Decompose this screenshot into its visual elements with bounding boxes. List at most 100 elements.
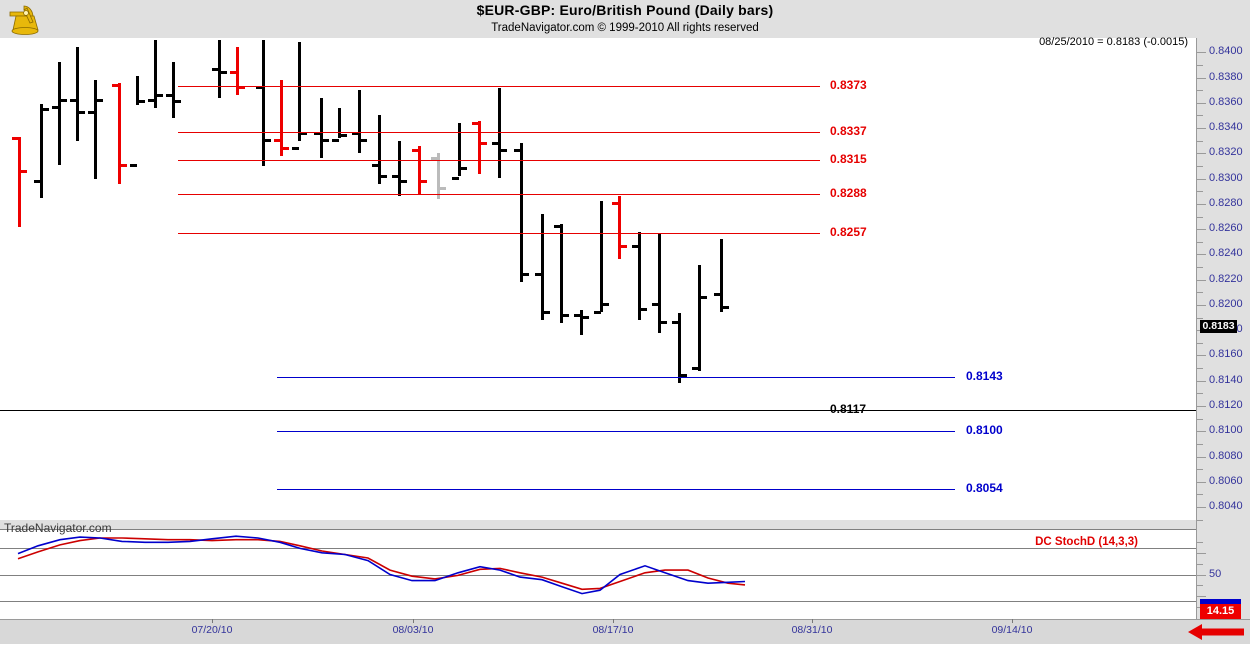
ohlc-open-tick bbox=[514, 149, 521, 153]
price-chart-panel[interactable] bbox=[0, 38, 1196, 521]
price-axis-label: 0.8320 bbox=[1209, 146, 1243, 159]
ohlc-close-tick bbox=[156, 93, 163, 97]
level-line bbox=[0, 409, 1196, 411]
ohlc-close-tick bbox=[522, 273, 529, 277]
ohlc-bar bbox=[541, 213, 544, 320]
ohlc-bar bbox=[458, 123, 461, 177]
date-axis-tick bbox=[613, 619, 614, 623]
indicator-badge-cap bbox=[1200, 599, 1241, 604]
indicator-axis-label: 50 bbox=[1209, 567, 1222, 580]
ohlc-bar bbox=[437, 153, 440, 199]
level-line bbox=[178, 159, 820, 161]
date-axis[interactable] bbox=[0, 619, 1250, 644]
price-axis-label: 0.8080 bbox=[1209, 449, 1243, 462]
ohlc-bar bbox=[280, 80, 283, 156]
ohlc-close-tick bbox=[562, 313, 569, 317]
level-line bbox=[178, 86, 820, 88]
ohlc-close-tick bbox=[543, 311, 550, 314]
ohlc-open-tick bbox=[692, 366, 699, 370]
ohlc-open-tick bbox=[166, 93, 173, 97]
ohlc-bar bbox=[118, 82, 121, 184]
last-price-badge: 0.8183 bbox=[1200, 319, 1237, 333]
date-axis-label: 08/31/10 bbox=[791, 624, 833, 636]
level-line bbox=[277, 431, 955, 433]
ohlc-open-tick bbox=[274, 139, 281, 143]
price-minor-tick bbox=[1197, 443, 1203, 445]
ohlc-bar bbox=[378, 115, 381, 184]
copyright-text: TradeNavigator.com © 1999-2010 All right… bbox=[491, 22, 759, 34]
price-axis-label: 0.8200 bbox=[1209, 297, 1243, 310]
ohlc-close-tick bbox=[120, 164, 127, 168]
price-minor-tick bbox=[1197, 267, 1203, 268]
ohlc-bar bbox=[58, 62, 61, 165]
level-line bbox=[178, 232, 820, 234]
level-label: 0.8373 bbox=[830, 78, 867, 93]
ohlc-close-tick bbox=[138, 100, 145, 103]
ohlc-open-tick bbox=[672, 321, 679, 325]
ohlc-open-tick bbox=[148, 98, 155, 102]
ohlc-close-tick bbox=[680, 374, 687, 378]
ohlc-bar bbox=[560, 224, 563, 323]
price-axis-label: 0.8280 bbox=[1209, 196, 1243, 209]
ohlc-bar bbox=[618, 196, 621, 260]
price-axis-label: 0.8300 bbox=[1209, 171, 1243, 184]
date-axis-label: 09/14/10 bbox=[991, 624, 1033, 636]
ohlc-bar bbox=[18, 136, 21, 227]
price-minor-tick bbox=[1197, 191, 1203, 193]
price-axis-label: 0.8160 bbox=[1209, 348, 1243, 361]
price-minor-tick bbox=[1197, 380, 1203, 382]
ohlc-close-tick bbox=[78, 111, 85, 115]
ohlc-bar bbox=[418, 145, 421, 194]
last-quote-readout: 08/25/2010 = 0.8183 (-0.0015) bbox=[1039, 36, 1188, 48]
ohlc-close-tick bbox=[400, 179, 407, 183]
ohlc-open-tick bbox=[112, 83, 119, 87]
date-axis-tick bbox=[1012, 619, 1013, 623]
ohlc-open-tick bbox=[314, 131, 321, 135]
price-axis-label: 0.8060 bbox=[1209, 474, 1243, 487]
ohlc-open-tick bbox=[88, 111, 95, 115]
ohlc-bar bbox=[236, 47, 239, 96]
level-label: 0.8257 bbox=[830, 224, 867, 239]
ohlc-bar bbox=[520, 143, 523, 283]
ohlc-close-tick bbox=[220, 71, 227, 74]
indicator-gridline bbox=[0, 574, 1196, 576]
level-label: 0.8100 bbox=[966, 423, 1003, 438]
price-axis-label: 0.8380 bbox=[1209, 70, 1243, 83]
ohlc-bar bbox=[172, 62, 175, 118]
ohlc-close-tick bbox=[60, 98, 67, 102]
price-axis-label: 0.8360 bbox=[1209, 95, 1243, 108]
panel-divider bbox=[0, 520, 1196, 529]
ohlc-open-tick bbox=[574, 313, 581, 317]
level-label: 0.8315 bbox=[830, 151, 867, 166]
price-minor-tick bbox=[1197, 405, 1203, 407]
ohlc-bar bbox=[154, 39, 157, 108]
price-minor-tick bbox=[1197, 456, 1203, 458]
indicator-minor-tick bbox=[1197, 563, 1203, 565]
ohlc-open-tick bbox=[70, 98, 77, 102]
ohlc-close-tick bbox=[620, 245, 627, 249]
level-label: 0.8288 bbox=[830, 185, 867, 200]
ohlc-close-tick bbox=[282, 146, 289, 150]
level-line bbox=[178, 193, 820, 195]
price-minor-tick bbox=[1197, 115, 1203, 117]
price-minor-tick bbox=[1197, 90, 1203, 92]
price-minor-tick bbox=[1197, 241, 1203, 243]
ohlc-close-tick bbox=[700, 295, 707, 299]
ohlc-close-tick bbox=[380, 174, 387, 178]
ohlc-close-tick bbox=[480, 141, 487, 145]
level-label: 0.8054 bbox=[966, 481, 1003, 496]
ohlc-bar bbox=[320, 97, 323, 159]
ohlc-open-tick bbox=[292, 146, 299, 150]
page-title: $EUR-GBP: Euro/British Pound (Daily bars… bbox=[476, 2, 774, 18]
indicator-gridline bbox=[0, 600, 1196, 602]
ohlc-open-tick bbox=[535, 273, 542, 277]
ohlc-open-tick bbox=[12, 136, 19, 140]
ohlc-bar bbox=[262, 39, 265, 166]
indicator-tick bbox=[1197, 574, 1206, 576]
indicator-minor-tick bbox=[1197, 585, 1203, 587]
price-minor-tick bbox=[1197, 342, 1203, 344]
ohlc-bar bbox=[218, 39, 221, 98]
ohlc-open-tick bbox=[34, 179, 41, 183]
ohlc-bar bbox=[76, 47, 79, 141]
ohlc-close-tick bbox=[340, 134, 347, 138]
